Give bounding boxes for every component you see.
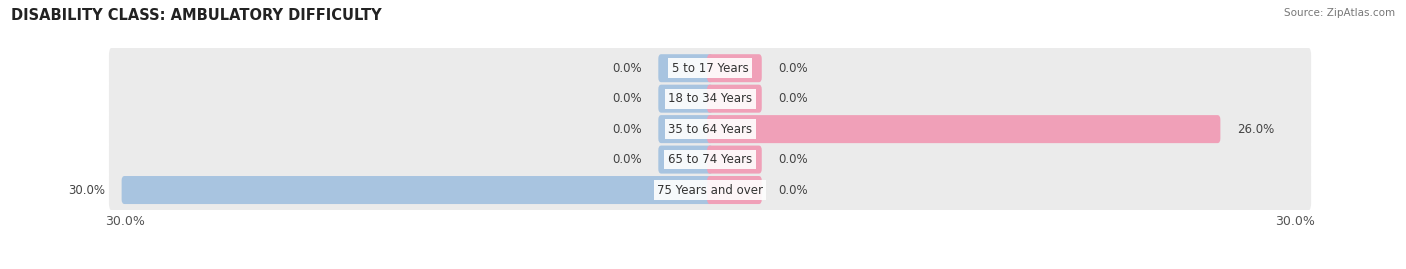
Text: 0.0%: 0.0% bbox=[779, 183, 808, 197]
Text: Source: ZipAtlas.com: Source: ZipAtlas.com bbox=[1284, 8, 1395, 18]
Text: 5 to 17 Years: 5 to 17 Years bbox=[672, 62, 748, 75]
Text: 26.0%: 26.0% bbox=[1237, 123, 1274, 136]
Text: 0.0%: 0.0% bbox=[612, 92, 641, 105]
Text: 65 to 74 Years: 65 to 74 Years bbox=[668, 153, 752, 166]
FancyBboxPatch shape bbox=[707, 85, 762, 113]
FancyBboxPatch shape bbox=[658, 54, 713, 82]
Text: 0.0%: 0.0% bbox=[612, 153, 641, 166]
Text: 0.0%: 0.0% bbox=[779, 92, 808, 105]
FancyBboxPatch shape bbox=[108, 168, 1312, 212]
FancyBboxPatch shape bbox=[707, 146, 762, 174]
FancyBboxPatch shape bbox=[707, 54, 762, 82]
Text: 0.0%: 0.0% bbox=[779, 62, 808, 75]
FancyBboxPatch shape bbox=[108, 76, 1312, 121]
Text: 35 to 64 Years: 35 to 64 Years bbox=[668, 123, 752, 136]
Text: 30.0%: 30.0% bbox=[67, 183, 105, 197]
FancyBboxPatch shape bbox=[707, 115, 1220, 143]
FancyBboxPatch shape bbox=[108, 137, 1312, 182]
FancyBboxPatch shape bbox=[108, 107, 1312, 151]
FancyBboxPatch shape bbox=[658, 115, 713, 143]
FancyBboxPatch shape bbox=[122, 176, 713, 204]
Text: 18 to 34 Years: 18 to 34 Years bbox=[668, 92, 752, 105]
FancyBboxPatch shape bbox=[108, 46, 1312, 90]
Text: 0.0%: 0.0% bbox=[612, 123, 641, 136]
Text: 75 Years and over: 75 Years and over bbox=[657, 183, 763, 197]
Text: 0.0%: 0.0% bbox=[779, 153, 808, 166]
FancyBboxPatch shape bbox=[658, 146, 713, 174]
FancyBboxPatch shape bbox=[658, 85, 713, 113]
Text: DISABILITY CLASS: AMBULATORY DIFFICULTY: DISABILITY CLASS: AMBULATORY DIFFICULTY bbox=[11, 8, 382, 23]
Text: 0.0%: 0.0% bbox=[612, 62, 641, 75]
FancyBboxPatch shape bbox=[707, 176, 762, 204]
